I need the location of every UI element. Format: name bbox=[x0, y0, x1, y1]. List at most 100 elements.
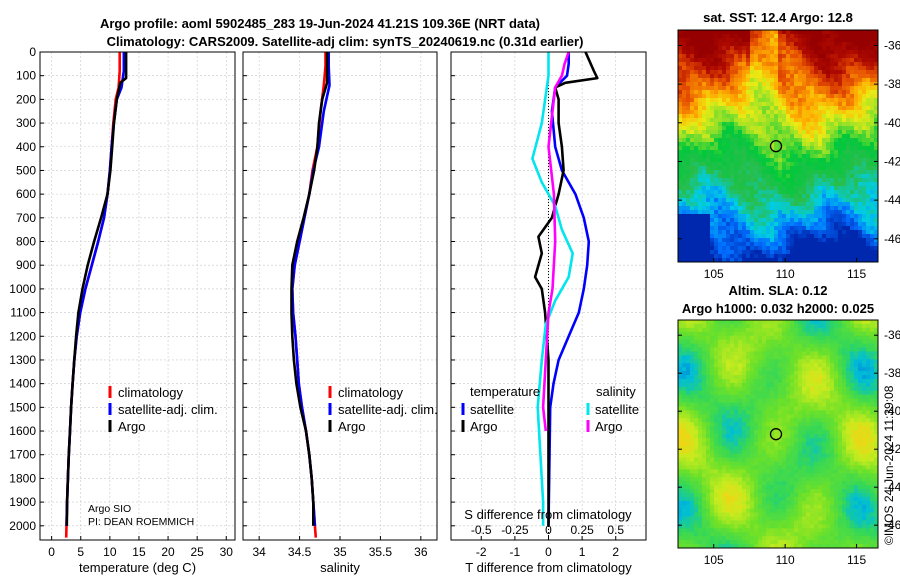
map-cell bbox=[730, 355, 735, 360]
map-cell bbox=[850, 254, 855, 259]
map-cell bbox=[694, 50, 699, 55]
map-cell bbox=[846, 359, 851, 364]
map-cell bbox=[866, 86, 871, 91]
map-cell bbox=[790, 94, 795, 99]
map-cell bbox=[714, 218, 719, 223]
map-cell bbox=[798, 206, 803, 211]
map-cell bbox=[818, 138, 823, 143]
map-cell bbox=[874, 250, 879, 255]
map-cell bbox=[686, 378, 691, 384]
map-cell bbox=[762, 410, 767, 415]
map-cell bbox=[874, 242, 879, 247]
map-cell bbox=[762, 62, 767, 67]
map-cell bbox=[822, 422, 827, 427]
map-cell bbox=[726, 331, 731, 337]
map-cell bbox=[778, 351, 783, 356]
map-cell bbox=[814, 210, 819, 215]
map-cell bbox=[750, 42, 755, 47]
map-cell bbox=[738, 327, 743, 333]
map-cell bbox=[850, 142, 855, 147]
map-cell bbox=[762, 150, 767, 155]
map-cell bbox=[746, 441, 751, 447]
map-cell bbox=[678, 106, 683, 111]
map-cell bbox=[842, 34, 847, 39]
map-cell bbox=[866, 347, 871, 352]
map-cell bbox=[706, 170, 711, 175]
map-cell bbox=[786, 130, 791, 135]
map-cell bbox=[746, 162, 751, 167]
map-cell bbox=[802, 250, 807, 255]
map-cell bbox=[698, 343, 703, 348]
map-cell bbox=[818, 258, 823, 263]
map-cell bbox=[738, 158, 743, 163]
map-cell bbox=[846, 66, 851, 71]
map-cell bbox=[822, 130, 827, 135]
map-cell bbox=[850, 90, 855, 95]
map-cell bbox=[834, 254, 839, 259]
map-cell bbox=[742, 118, 747, 123]
map-cell bbox=[746, 250, 751, 255]
map-cell bbox=[806, 174, 811, 179]
map-cell bbox=[842, 355, 847, 360]
map-cell bbox=[706, 194, 711, 199]
map-cell bbox=[802, 122, 807, 127]
map-cell bbox=[710, 138, 715, 143]
map-cell bbox=[854, 359, 859, 364]
map-cell bbox=[754, 410, 759, 415]
map-cell bbox=[746, 331, 751, 337]
map-cell bbox=[862, 390, 867, 396]
map-cell bbox=[842, 323, 847, 329]
map-cell bbox=[838, 418, 843, 423]
map-cell bbox=[762, 190, 767, 195]
map-cell bbox=[846, 202, 851, 207]
map-cell bbox=[718, 114, 723, 119]
map-cell bbox=[702, 320, 707, 325]
map-cell bbox=[798, 158, 803, 163]
map-cell bbox=[830, 202, 835, 207]
map-cell bbox=[706, 66, 711, 71]
map-cell bbox=[702, 363, 707, 368]
map-cell bbox=[694, 461, 699, 466]
map-cell bbox=[782, 445, 787, 451]
map-cell bbox=[714, 134, 719, 139]
map-cell bbox=[682, 82, 687, 87]
map-cell bbox=[710, 331, 715, 337]
map-cell bbox=[838, 178, 843, 183]
map-cell bbox=[806, 320, 811, 325]
map-cell bbox=[774, 190, 779, 195]
map-cell bbox=[714, 238, 719, 243]
map-cell bbox=[746, 437, 751, 443]
map-cell bbox=[870, 102, 875, 107]
map-cell bbox=[850, 426, 855, 431]
map-cell bbox=[778, 457, 783, 462]
map-cell bbox=[826, 453, 831, 458]
map-cell bbox=[850, 54, 855, 59]
map-cell bbox=[802, 426, 807, 431]
map-cell bbox=[790, 457, 795, 462]
map-cell bbox=[818, 62, 823, 67]
map-cell bbox=[862, 186, 867, 191]
map-cell bbox=[782, 254, 787, 259]
map-cell bbox=[730, 46, 735, 51]
map-cell bbox=[686, 90, 691, 95]
map-cell bbox=[742, 194, 747, 199]
map-cell bbox=[782, 62, 787, 67]
map-cell bbox=[838, 355, 843, 360]
map-cell bbox=[834, 90, 839, 95]
map-cell bbox=[774, 58, 779, 63]
map-cell bbox=[690, 198, 695, 203]
map-cell bbox=[818, 174, 823, 179]
map-cell bbox=[774, 359, 779, 364]
map-cell bbox=[754, 218, 759, 223]
map-cell bbox=[790, 378, 795, 384]
map-cell bbox=[870, 158, 875, 163]
map-cell bbox=[818, 42, 823, 47]
map-cell bbox=[726, 351, 731, 356]
map-cell bbox=[802, 30, 807, 35]
map-cell bbox=[854, 38, 859, 43]
map-cell bbox=[734, 246, 739, 251]
map-cell bbox=[722, 375, 727, 380]
map-cell bbox=[866, 367, 871, 372]
map-cell bbox=[870, 363, 875, 368]
map-cell bbox=[714, 142, 719, 147]
